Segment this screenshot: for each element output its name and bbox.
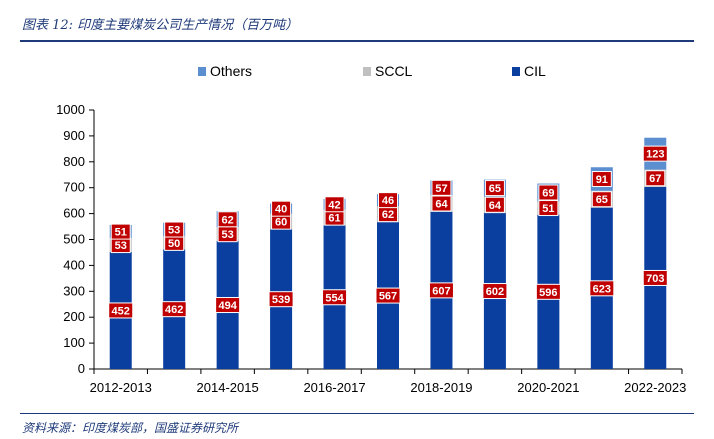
value-label-box [645, 170, 666, 187]
value-label-others: 46 [382, 195, 394, 207]
value-label-box [271, 200, 292, 217]
value-label-cil: 494 [218, 300, 237, 312]
value-label-box [215, 297, 241, 314]
value-label-others: 51 [115, 227, 127, 239]
y-tick-label: 100 [63, 335, 85, 350]
value-label-cil: 602 [486, 286, 504, 298]
value-label-box [322, 289, 348, 306]
value-label-others: 57 [435, 183, 447, 195]
value-label-cil: 567 [379, 291, 397, 303]
figure-title: 图表 12: 印度主要煤炭公司生产情况（百万吨） [22, 18, 299, 33]
y-tick-label: 500 [63, 232, 85, 247]
y-tick-label: 200 [63, 309, 85, 324]
y-tick-label: 700 [63, 180, 85, 195]
value-label-cil: 607 [432, 285, 450, 297]
value-label-box [217, 211, 238, 228]
value-label-box [538, 200, 559, 217]
bars [109, 137, 667, 369]
value-label-box [428, 282, 454, 299]
value-label-sccl: 62 [382, 209, 394, 221]
y-tick-label: 1000 [56, 102, 85, 117]
value-label-others: 42 [328, 199, 340, 211]
value-label-box [484, 196, 505, 213]
value-label-box [268, 291, 294, 308]
value-label-cil: 539 [272, 294, 290, 306]
source-rule [20, 413, 694, 414]
legend-swatch-others [198, 67, 206, 76]
x-tick-label: 2020-2021 [517, 380, 579, 395]
value-label-box [431, 179, 452, 196]
value-label-box [110, 223, 131, 240]
value-label-box [642, 145, 668, 162]
value-label-others: 91 [596, 174, 608, 186]
value-label-box [431, 195, 452, 212]
value-label-sccl: 50 [168, 238, 180, 250]
value-label-box [108, 302, 134, 319]
value-label-others: 123 [646, 149, 664, 161]
value-label-others: 69 [542, 187, 554, 199]
value-label-sccl: 67 [649, 173, 661, 185]
value-label-sccl: 51 [542, 203, 554, 215]
x-tick-label: 2012-2013 [90, 380, 152, 395]
value-label-box [482, 283, 508, 300]
value-label-sccl: 61 [328, 213, 340, 225]
value-label-box [642, 269, 668, 286]
legend-label-sccl: SCCL [375, 63, 413, 79]
value-label-box [324, 196, 345, 213]
y-tick-label: 300 [63, 283, 85, 298]
value-label-box [538, 184, 559, 201]
value-label-cil: 452 [112, 305, 130, 317]
value-label-cil: 462 [165, 304, 183, 316]
value-label-box [375, 287, 401, 304]
value-label-sccl: 64 [435, 198, 448, 210]
y-tick-label: 800 [63, 154, 85, 169]
value-label-cil: 703 [646, 273, 664, 285]
value-label-sccl: 60 [275, 217, 287, 229]
value-label-box [164, 221, 185, 238]
value-label-cil: 623 [593, 283, 611, 295]
value-label-sccl: 53 [222, 229, 234, 241]
y-tick-label: 0 [78, 361, 85, 376]
value-label-others: 40 [275, 204, 287, 216]
value-label-box [484, 180, 505, 197]
figure-source: 资料来源：印度煤炭部，国盛证券研究所 [22, 421, 239, 435]
value-label-cil: 554 [325, 292, 344, 304]
y-tick-label: 400 [63, 257, 85, 272]
legend-label-others: Others [210, 63, 252, 79]
value-label-box [161, 301, 187, 318]
x-tick-label: 2022-2023 [624, 380, 686, 395]
value-label-box [589, 280, 615, 297]
value-label-box [378, 192, 398, 209]
value-label-others: 62 [222, 214, 234, 226]
value-label-sccl: 53 [115, 240, 127, 252]
legend-swatch-sccl [363, 67, 371, 76]
y-tick-label: 600 [63, 206, 85, 221]
x-tick-label: 2014-2015 [197, 380, 259, 395]
value-label-others: 65 [489, 183, 501, 195]
title-rule [20, 40, 694, 42]
value-label-cil: 596 [539, 287, 557, 299]
value-label-others: 53 [168, 225, 180, 237]
y-tick-label: 900 [63, 128, 85, 143]
x-tick-label: 2016-2017 [303, 380, 365, 395]
x-tick-label: 2018-2019 [410, 380, 472, 395]
value-label-sccl: 64 [489, 200, 502, 212]
value-label-box [591, 171, 612, 188]
value-label-box [535, 283, 561, 300]
value-label-box [591, 191, 612, 208]
value-label-sccl: 65 [596, 194, 608, 206]
legend-swatch-cil [512, 67, 520, 76]
legend-label-cil: CIL [524, 63, 546, 79]
value-labels: 4525351462505349453625396040554614256762… [108, 145, 668, 319]
